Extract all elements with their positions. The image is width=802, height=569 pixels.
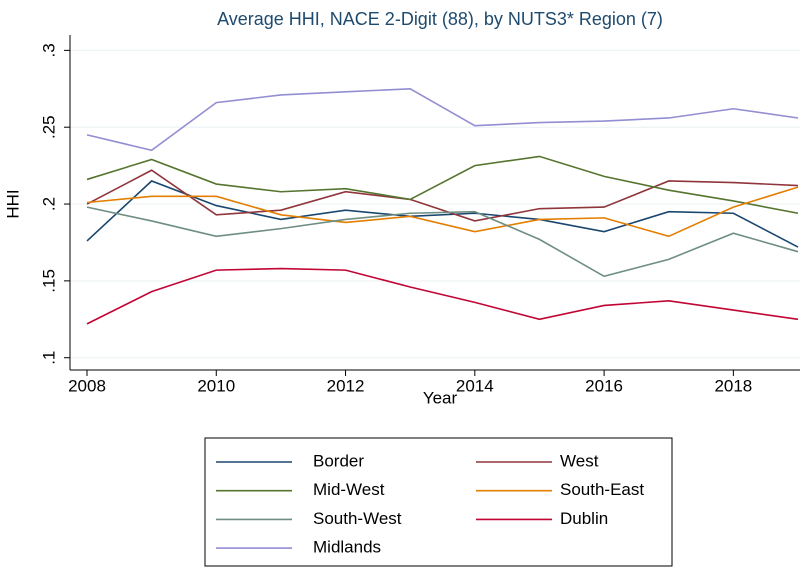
series-line (86, 169, 799, 222)
x-tick-label: 2010 (197, 376, 235, 395)
series-line (86, 87, 799, 152)
series-line (86, 186, 799, 238)
x-tick-label: 2014 (456, 376, 494, 395)
legend-label: Border (313, 451, 364, 470)
x-tick-label: 2008 (68, 376, 106, 395)
x-tick-label: 2012 (327, 376, 365, 395)
chart-title: Average HHI, NACE 2-Digit (88), by NUTS3… (217, 9, 663, 29)
y-axis-label: HHI (3, 189, 22, 218)
legend-label: Dublin (560, 509, 608, 528)
legend-label: Midlands (313, 538, 381, 557)
y-tick-label: .1 (39, 351, 58, 365)
legend-label: South-West (313, 509, 402, 528)
y-tick-label: .15 (39, 269, 58, 293)
legend-label: West (560, 451, 599, 470)
series-line (86, 180, 799, 248)
y-tick-label: .25 (39, 115, 58, 139)
series-line (86, 155, 799, 215)
y-tick-label: .3 (39, 43, 58, 57)
x-tick-label: 2018 (714, 376, 752, 395)
y-tick-label: .2 (39, 197, 58, 211)
x-axis-label: Year (423, 388, 458, 407)
series-line (86, 267, 799, 325)
legend-box (204, 437, 673, 567)
legend-label: Mid-West (313, 480, 385, 499)
series-line (86, 206, 799, 278)
x-tick-label: 2016 (585, 376, 623, 395)
legend-label: South-East (560, 480, 644, 499)
